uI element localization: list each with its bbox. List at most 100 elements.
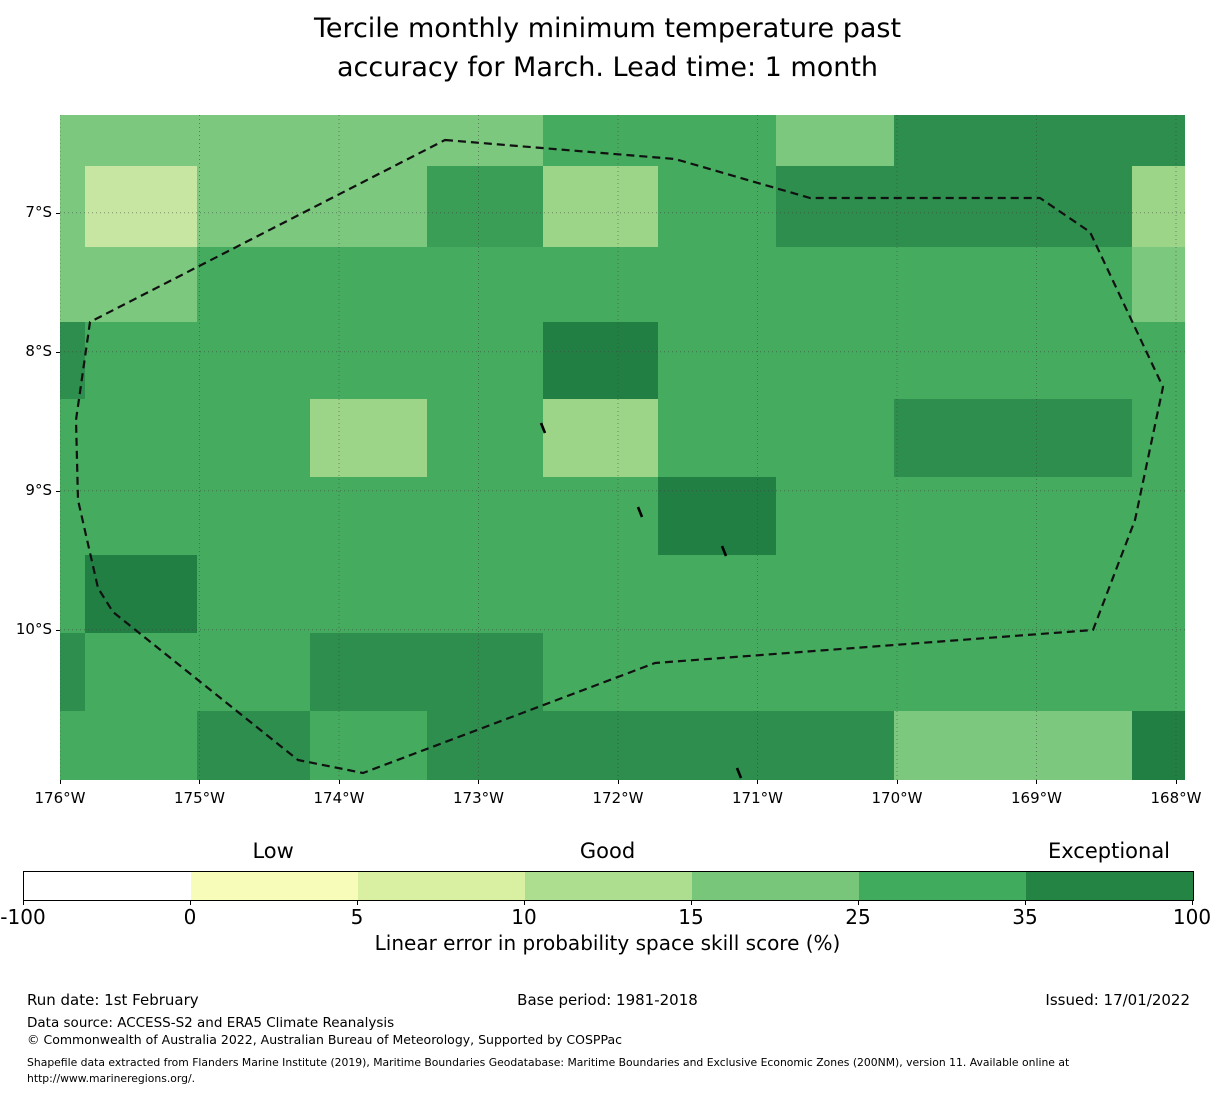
map-cell [197,115,310,166]
map-cell [60,166,85,247]
colorbar-tick-label: 5 [350,905,364,929]
x-axis-tick-mark [1036,780,1037,784]
y-axis-tick-mark [56,490,60,492]
map-cell [197,166,310,247]
y-axis-tick-mark [56,212,60,214]
colorbar-tick-mark [1024,900,1026,905]
map-cell [84,477,198,556]
colorbar-segment [525,872,692,900]
map-cell [1012,322,1132,399]
data-source-text: Data source: ACCESS-S2 and ERA5 Climate … [27,1015,395,1031]
colorbar-qualitative-label: Exceptional [1047,839,1171,863]
map-cell [84,115,198,166]
map-cell [309,710,427,780]
colorbar-tick-mark [356,900,358,905]
colorbar-segment [191,872,358,900]
x-axis-tick-mark [1175,780,1177,784]
chart-title-line2: accuracy for March. Lead time: 1 month [336,52,879,83]
colorbar-segment [859,872,1026,900]
map-cell [1012,247,1132,322]
map-cell [542,247,659,322]
map-cell [775,399,894,478]
map-cell [893,247,1013,322]
map-cell [426,555,543,633]
colorbar-qualitative-label: Good [579,839,636,863]
map-cell [775,166,894,247]
map-cell [658,247,776,322]
colorbar-segment [358,872,525,900]
x-axis-tick-label: 171°W [732,789,783,807]
copyright-text: © Commonwealth of Australia 2022, Austra… [27,1032,622,1047]
map-cell [893,399,1013,478]
shapefile-attribution-line1: Shapefile data extracted from Flanders M… [27,1056,1070,1069]
x-axis-tick-mark [896,780,898,784]
eez-boundary-line [74,138,1165,775]
colorbar-tick-label: -100 [0,905,46,929]
x-axis-tick-label: 170°W [871,789,923,807]
colorbar-tick-mark [690,900,692,905]
colorbar-tick-mark [189,900,191,905]
map-cell [658,115,776,166]
shapefile-attribution-text: Shapefile data extracted from Flanders M… [27,1055,1069,1087]
x-axis-tick-mark [757,780,758,784]
map-cell [197,399,310,478]
colorbar-tick-label: 35 [1012,905,1038,929]
map-cell [309,555,427,633]
map-cell [84,399,198,478]
island-mark [636,506,644,518]
x-axis-tick-label: 174°W [313,789,365,807]
map-cell [197,247,310,322]
map-cell [84,247,198,322]
y-axis-tick-mark [56,351,60,353]
map-cell [426,166,543,247]
map-cell [775,115,894,166]
map-cell [1012,477,1132,556]
base-period-text: Base period: 1981-2018 [517,991,698,1009]
colorbar-axis-label: Linear error in probability space skill … [374,931,841,955]
x-axis-tick-label: 176°W [34,789,86,807]
map-cell [309,115,427,166]
colorbar-tick-mark [857,900,859,905]
map-cell [197,477,310,556]
colorbar-tick-label: 15 [678,905,704,929]
map-cell [658,322,776,399]
map-cell [197,632,310,711]
chart-title-line1: Tercile monthly minimum temperature past [313,13,902,44]
x-axis-tick-label: 169°W [1011,789,1062,807]
y-axis-tick-label: 9°S [25,480,52,499]
map-cell [309,399,427,478]
map-cell [658,555,776,633]
map-cell [60,247,85,322]
map-plot-area [60,115,1185,780]
map-cell [60,632,85,711]
x-axis-tick-label: 168°W [1150,789,1202,807]
map-cell [1012,115,1132,166]
map-cell [426,477,543,556]
map-cell [84,632,198,711]
map-cell [1012,632,1132,711]
x-axis-tick-label: 172°W [592,789,644,807]
colorbar-segment [692,872,859,900]
map-cell [893,115,1013,166]
map-cell [1012,399,1132,478]
map-cell [426,247,543,322]
map-cell [658,166,776,247]
map-cell [84,555,198,633]
island-mark [539,422,547,434]
map-cell [197,710,310,780]
chart-title: Tercile monthly minimum temperature past… [0,9,1215,87]
map-cell [658,399,776,478]
map-cell [893,632,1013,711]
map-cell [84,322,198,399]
run-date-text: Run date: 1st February [27,991,199,1009]
x-axis-tick-mark [338,780,340,784]
colorbar-tick-label: 10 [511,905,537,929]
map-cell [309,166,427,247]
map-cell [1132,322,1185,399]
map-cell [60,710,85,780]
map-cell [1132,710,1185,780]
island-mark [720,545,728,557]
map-cell [60,555,85,633]
map-cell [775,710,894,780]
map-cell [60,115,85,166]
